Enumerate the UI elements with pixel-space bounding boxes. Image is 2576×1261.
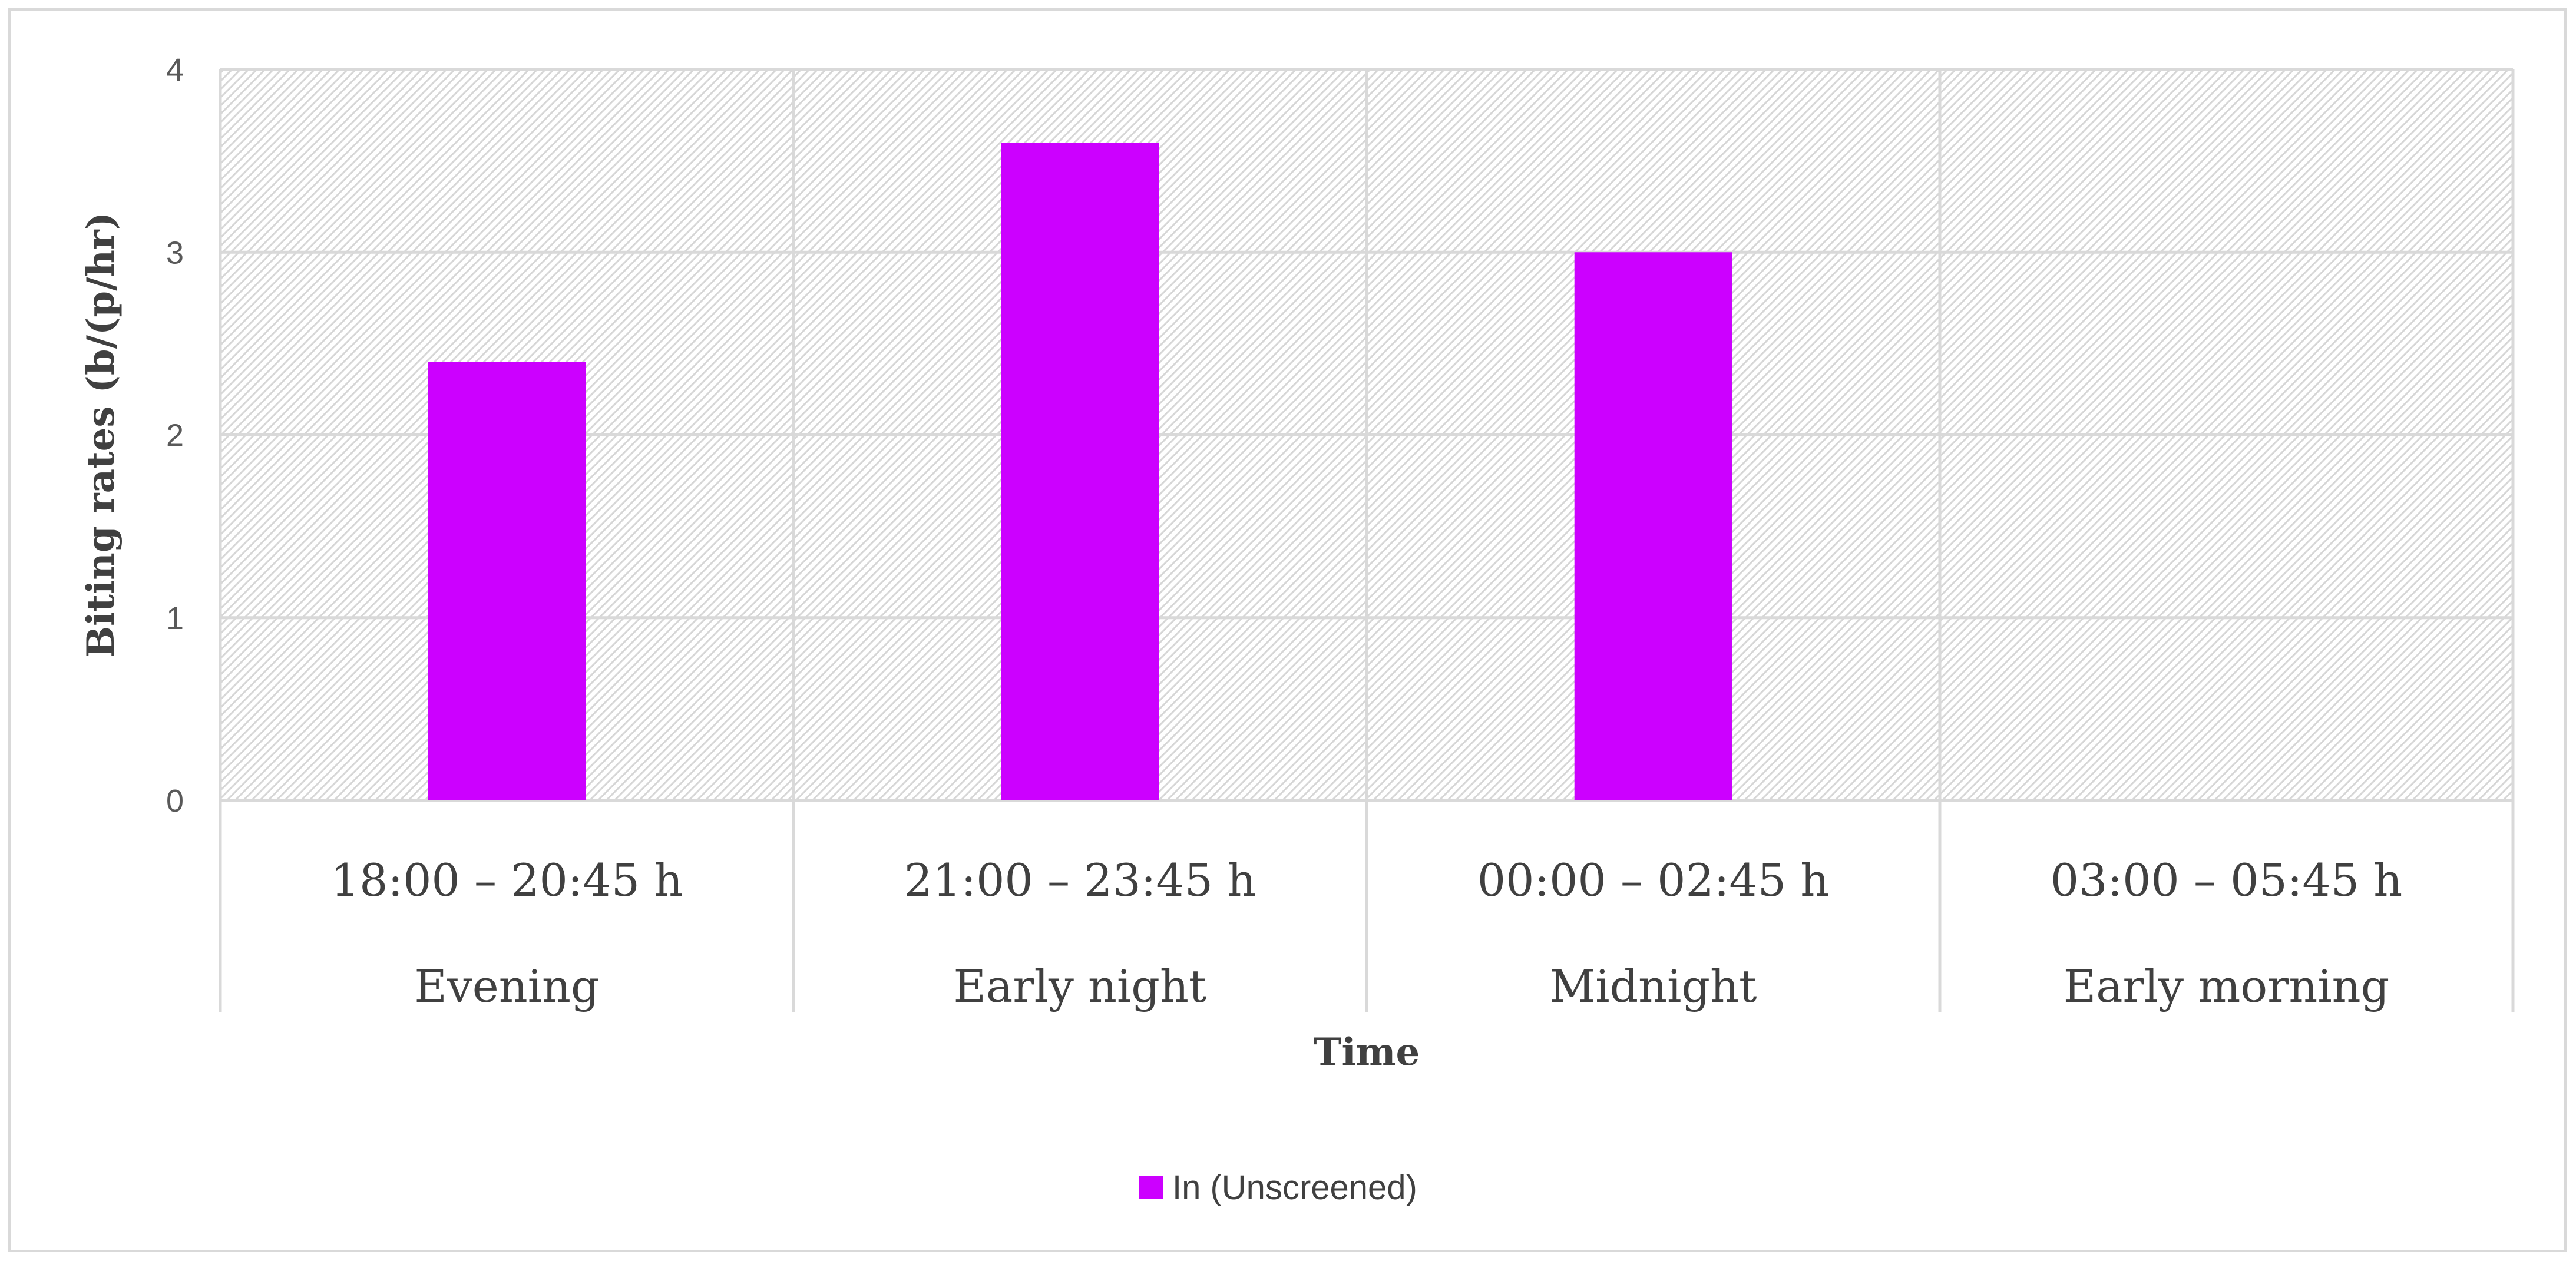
category-time-range-midnight: 00:00 – 02:45 h (1477, 854, 1829, 906)
y-tick-label-4: 4 (166, 52, 184, 88)
gridlines (219, 68, 2515, 1012)
y-axis-title: Biting rates (b/(p/hr) (79, 212, 123, 658)
category-period-early-night: Early night (954, 960, 1207, 1012)
category-time-range-early-morning: 03:00 – 05:45 h (2051, 854, 2402, 906)
y-tick-label-3: 3 (166, 235, 184, 270)
legend: In (Unscreened) (1139, 1169, 1417, 1207)
category-time-range-early-night: 21:00 – 23:45 h (904, 854, 1256, 906)
y-tick-labels: 0 1 2 3 4 (166, 52, 184, 819)
y-tick-label-2: 2 (166, 418, 184, 454)
bar-midnight (1574, 252, 1732, 800)
category-time-range-evening: 18:00 – 20:45 h (331, 854, 683, 906)
legend-label-in-unscreened: In (Unscreened) (1172, 1169, 1417, 1207)
category-period-evening: Evening (414, 960, 599, 1012)
bar-early-night (1001, 143, 1159, 801)
bar-evening (428, 362, 586, 800)
category-period-midnight: Midnight (1549, 960, 1757, 1012)
category-labels: 18:00 – 20:45 h Evening 21:00 – 23:45 h Ear… (331, 854, 2402, 1012)
y-tick-label-0: 0 (166, 783, 184, 819)
category-period-early-morning: Early morning (2064, 960, 2390, 1012)
y-tick-label-1: 1 (166, 601, 184, 636)
legend-swatch-in-unscreened (1139, 1176, 1163, 1199)
chart-frame: 0 1 2 3 4 18:00 – 20:45 h Evening 21:00 – 23:4… (8, 8, 2567, 1252)
x-axis-title: Time (1314, 1030, 1420, 1074)
bar-chart: 0 1 2 3 4 18:00 – 20:45 h Evening 21:00 – 23:4… (79, 52, 2515, 1207)
bars (428, 143, 1732, 801)
